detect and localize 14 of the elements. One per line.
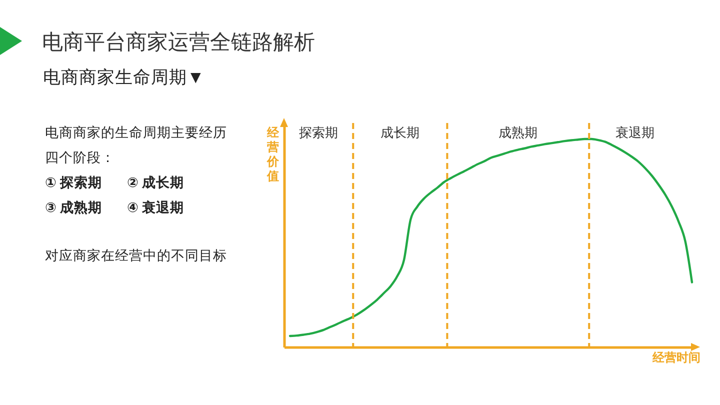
x-axis-title: 经营时间 <box>652 350 700 364</box>
text: ② 成长期 <box>127 174 186 192</box>
y-axis-title: 经营价值 <box>266 126 280 183</box>
text: ① 探索期 <box>45 174 104 192</box>
text: ③ 成熟期 <box>45 199 104 217</box>
annotation: 衰退期 <box>615 125 654 140</box>
text: ④ 衰退期 <box>127 199 186 217</box>
annotation: 探索期 <box>299 125 338 140</box>
text: 电商商家生命周期▼ <box>43 66 204 88</box>
text: 电商商家的生命周期主要经历四个阶段： <box>45 124 228 167</box>
text: 对应商家在经营中的不同目标 <box>45 247 228 265</box>
annotation: 成长期 <box>380 125 420 140</box>
annotation: 成熟期 <box>498 125 538 140</box>
chart-title: 电商平台商家运营全链路解析 <box>42 30 315 56</box>
